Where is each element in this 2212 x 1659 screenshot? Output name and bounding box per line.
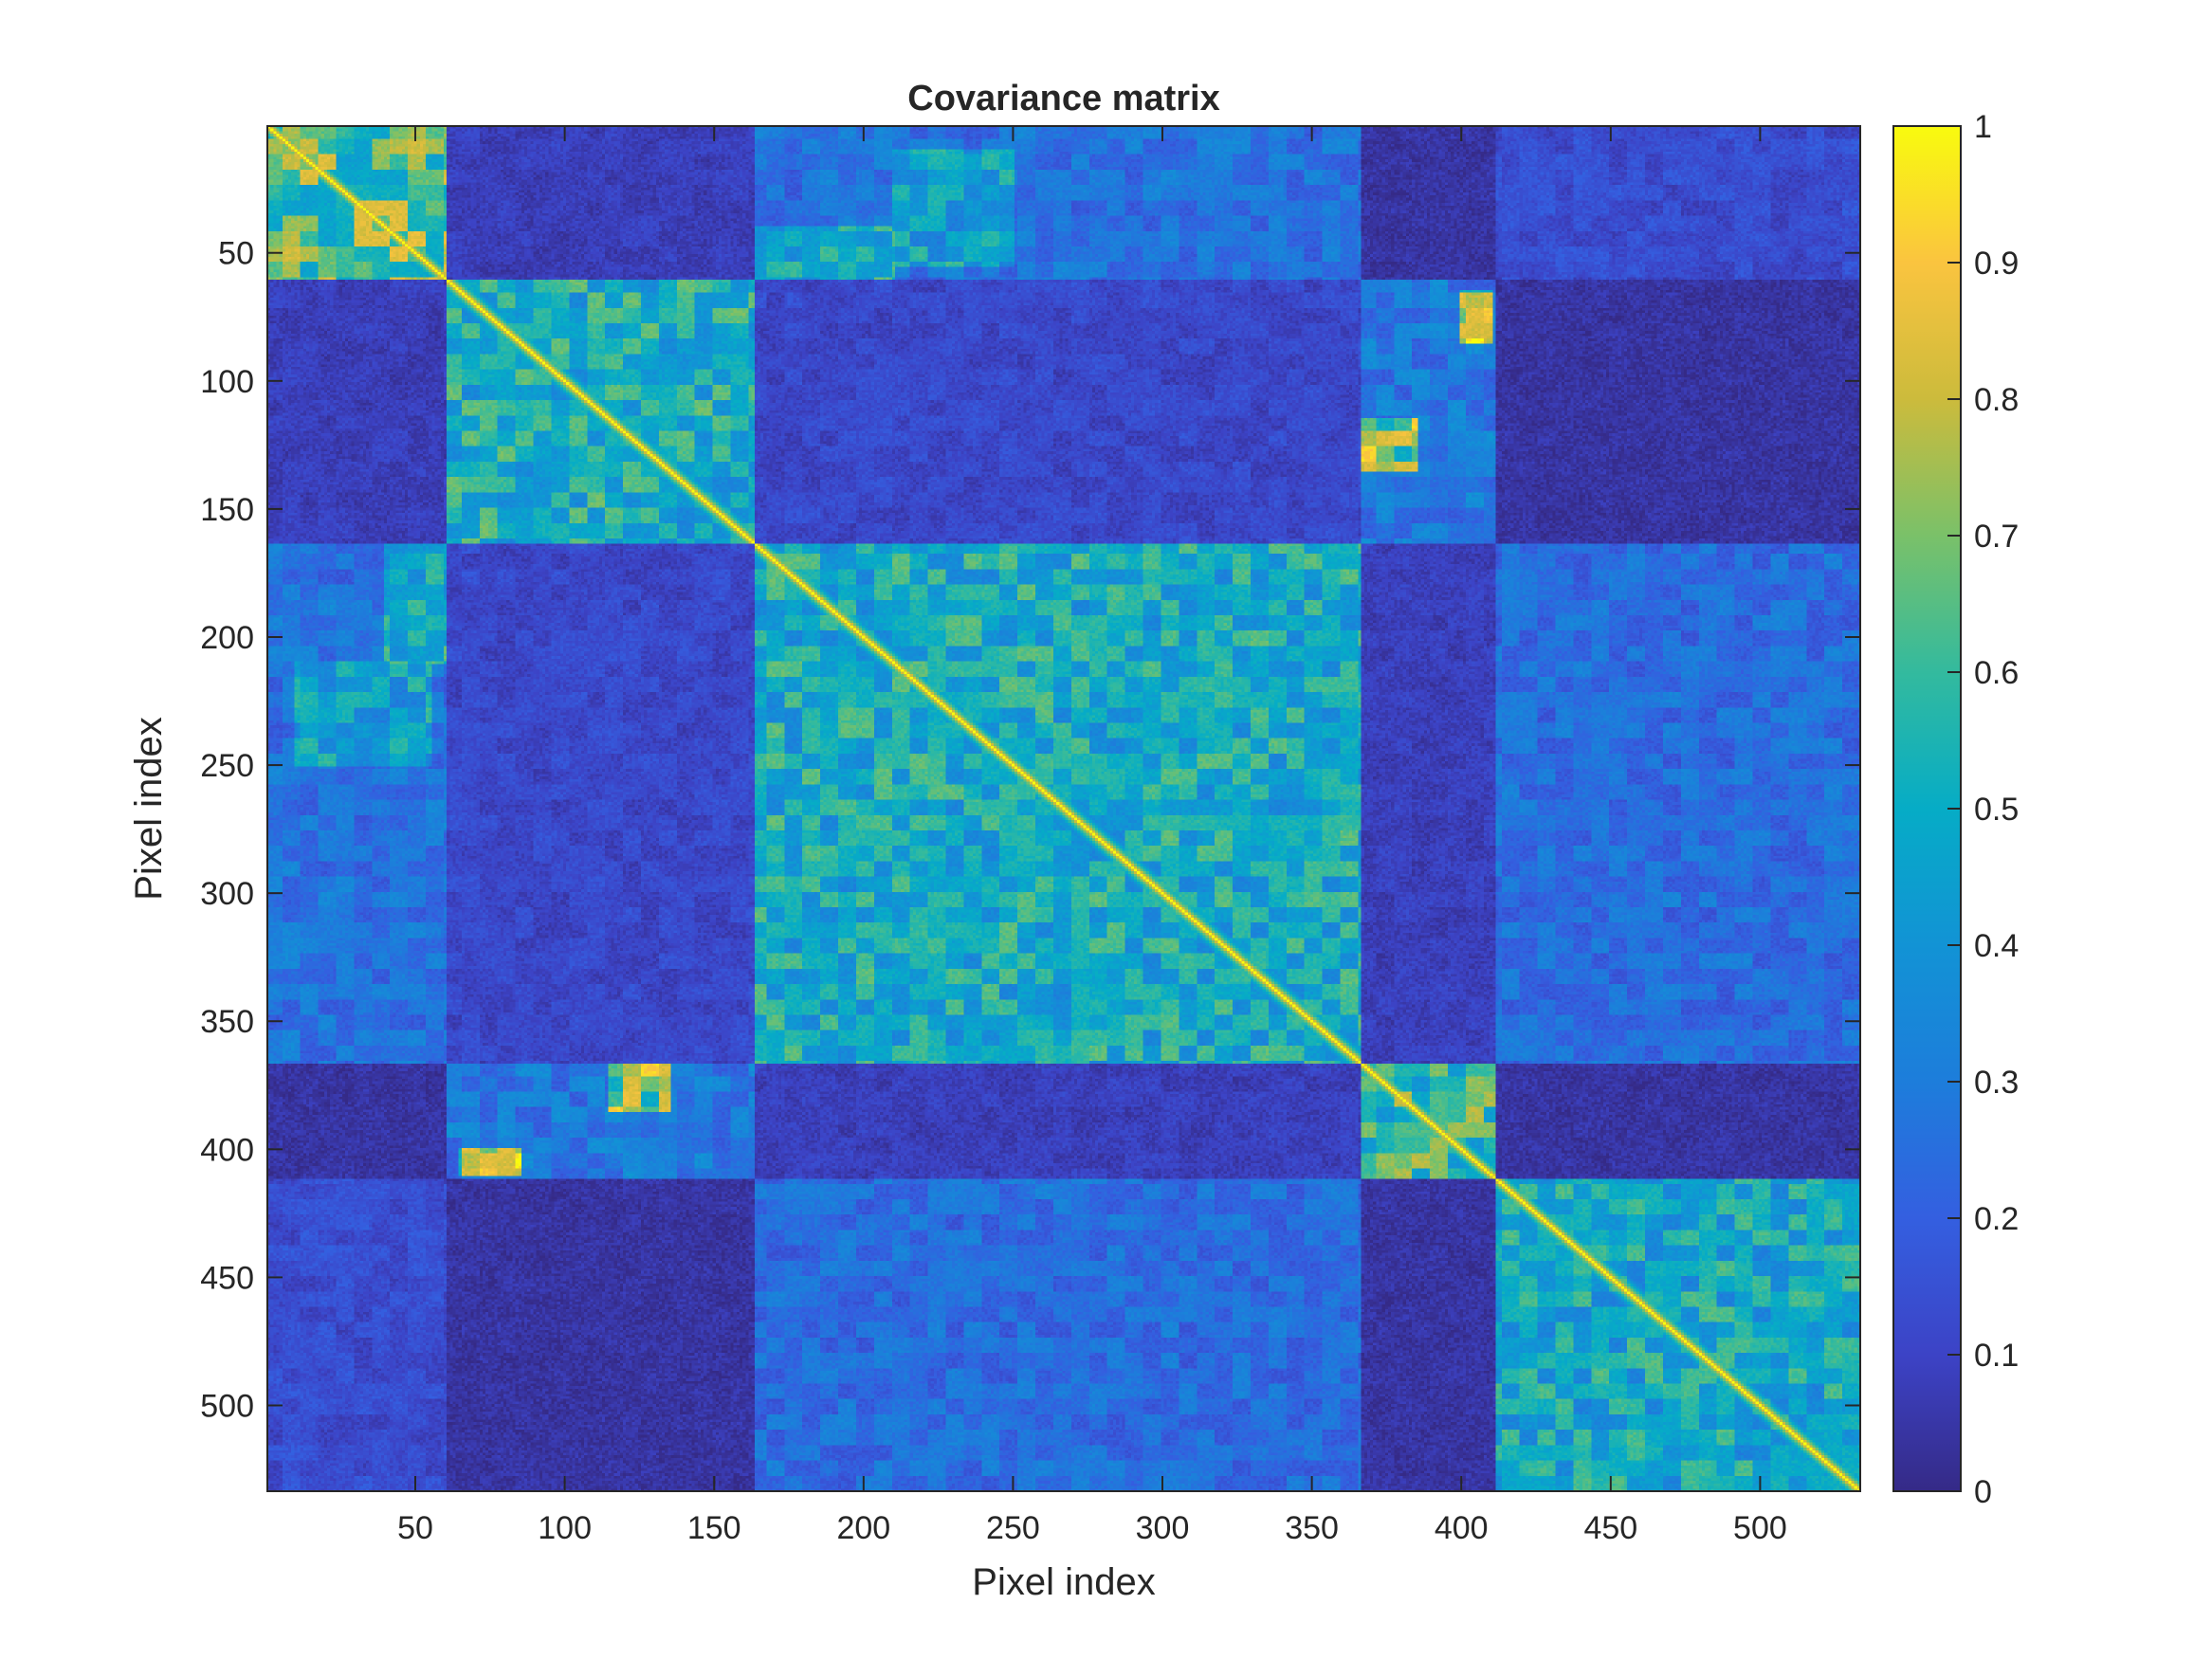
colorbar-tick-label: 0.5 (1974, 792, 2019, 828)
y-tick-label: 150 (200, 492, 254, 528)
colorbar-tick-label: 1 (1974, 109, 1992, 145)
colorbar-tick-label: 0.1 (1974, 1338, 2019, 1374)
colorbar-tick-label: 0 (1974, 1474, 1992, 1510)
y-tick-label: 100 (200, 364, 254, 400)
y-tick-label: 400 (200, 1132, 254, 1168)
y-tick-label: 500 (200, 1388, 254, 1424)
y-axis-label: Pixel index (128, 717, 170, 900)
x-tick-label: 450 (1583, 1510, 1637, 1546)
heatmap-plot-area (266, 125, 1861, 1492)
colorbar-tick-label: 0.6 (1974, 655, 2019, 691)
colorbar-tick-label: 0.7 (1974, 519, 2019, 555)
x-tick-label: 100 (538, 1510, 592, 1546)
x-tick-label: 500 (1733, 1510, 1787, 1546)
x-tick-label: 350 (1285, 1510, 1339, 1546)
colorbar: 0 0.1 0.2 0.3 0.4 0.5 0.6 0.7 0.8 0.9 1 (1892, 109, 2019, 1510)
colorbar-tick-label: 0.4 (1974, 928, 2019, 964)
y-tick-label: 200 (200, 620, 254, 656)
colorbar-ticks: 0 0.1 0.2 0.3 0.4 0.5 0.6 0.7 0.8 0.9 1 (1947, 109, 2019, 1510)
y-tick-label: 50 (218, 236, 254, 272)
colorbar-tick-label: 0.8 (1974, 382, 2019, 418)
heatmap-image (267, 126, 1860, 1491)
x-tick-label: 150 (687, 1510, 741, 1546)
plot-frame (266, 125, 1861, 1492)
x-tick-label: 400 (1435, 1510, 1489, 1546)
x-tick-label: 300 (1136, 1510, 1190, 1546)
x-tick-label: 250 (986, 1510, 1040, 1546)
y-tick-label: 250 (200, 748, 254, 784)
colorbar-tick-label: 0.9 (1974, 246, 2019, 282)
colorbar-tick-label: 0.3 (1974, 1065, 2019, 1101)
y-tick-label: 350 (200, 1004, 254, 1040)
x-axis-ticks: 50 100 150 200 250 300 350 400 450 500 (397, 126, 1787, 1546)
chart-title: Covariance matrix (907, 79, 1220, 118)
x-tick-label: 200 (836, 1510, 890, 1546)
y-tick-label: 450 (200, 1260, 254, 1296)
y-axis-ticks: 50 100 150 200 250 300 350 400 450 500 (200, 236, 1860, 1424)
y-tick-label: 300 (200, 876, 254, 912)
x-axis-label: Pixel index (972, 1561, 1155, 1603)
colorbar-tick-label: 0.2 (1974, 1201, 2019, 1237)
x-tick-label: 50 (397, 1510, 433, 1546)
